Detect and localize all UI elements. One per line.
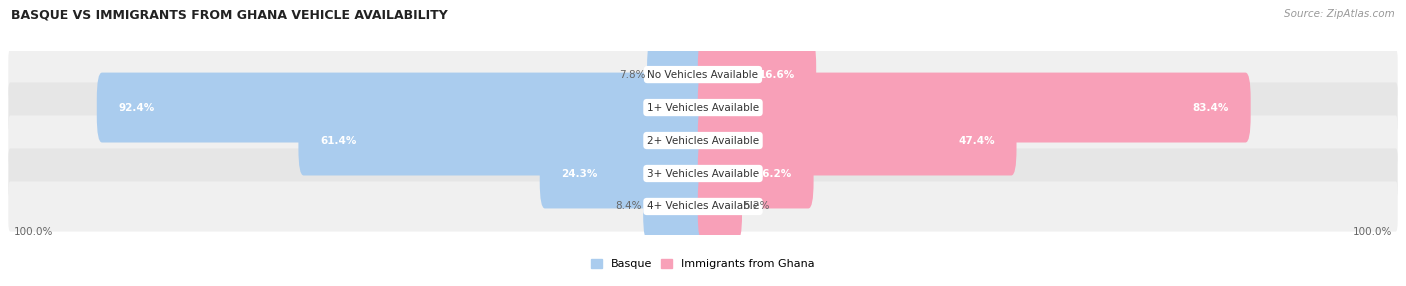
FancyBboxPatch shape [643,172,709,241]
FancyBboxPatch shape [697,106,1017,176]
Text: BASQUE VS IMMIGRANTS FROM GHANA VEHICLE AVAILABILITY: BASQUE VS IMMIGRANTS FROM GHANA VEHICLE … [11,9,449,21]
Text: 7.8%: 7.8% [619,69,645,80]
FancyBboxPatch shape [298,106,709,176]
Text: 2+ Vehicles Available: 2+ Vehicles Available [647,136,759,146]
FancyBboxPatch shape [8,49,1398,100]
FancyBboxPatch shape [697,73,1251,142]
FancyBboxPatch shape [8,148,1398,198]
FancyBboxPatch shape [540,138,709,208]
Text: 4+ Vehicles Available: 4+ Vehicles Available [647,201,759,211]
FancyBboxPatch shape [8,116,1398,166]
Legend: Basque, Immigrants from Ghana: Basque, Immigrants from Ghana [591,259,815,269]
FancyBboxPatch shape [8,181,1398,232]
FancyBboxPatch shape [697,39,815,110]
Text: Source: ZipAtlas.com: Source: ZipAtlas.com [1284,9,1395,19]
Text: 92.4%: 92.4% [118,103,155,113]
Text: 83.4%: 83.4% [1192,103,1229,113]
Text: No Vehicles Available: No Vehicles Available [648,69,758,80]
Text: 24.3%: 24.3% [561,168,598,178]
Text: 100.0%: 100.0% [14,227,53,237]
Text: 16.2%: 16.2% [756,168,792,178]
Text: 3+ Vehicles Available: 3+ Vehicles Available [647,168,759,178]
FancyBboxPatch shape [8,82,1398,133]
Text: 1+ Vehicles Available: 1+ Vehicles Available [647,103,759,113]
Text: 5.2%: 5.2% [744,201,770,211]
FancyBboxPatch shape [97,73,709,142]
Text: 8.4%: 8.4% [616,201,643,211]
Text: 100.0%: 100.0% [1353,227,1392,237]
Text: 61.4%: 61.4% [321,136,356,146]
FancyBboxPatch shape [647,39,709,110]
FancyBboxPatch shape [697,138,814,208]
Text: 47.4%: 47.4% [959,136,995,146]
FancyBboxPatch shape [697,172,742,241]
Text: 16.6%: 16.6% [758,69,794,80]
